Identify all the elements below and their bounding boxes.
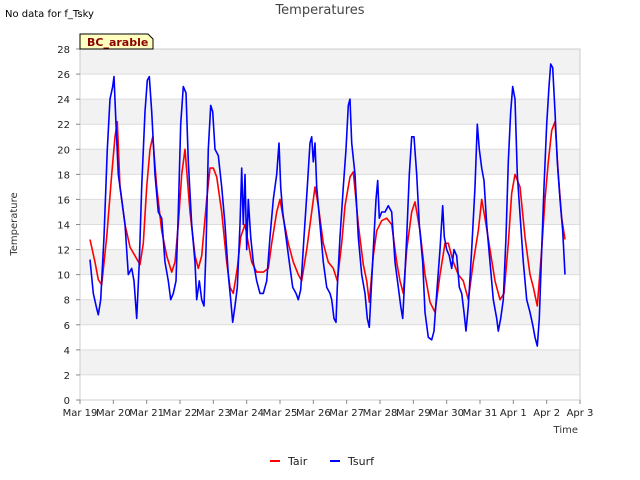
x-tick-label: Mar 20	[96, 408, 131, 419]
plot-band	[80, 249, 580, 275]
x-tick-label: Mar 31	[463, 408, 498, 419]
x-tick-label: Mar 26	[296, 408, 331, 419]
y-tick-label: 8	[64, 296, 70, 307]
x-axis-label: Time	[553, 425, 578, 436]
y-tick-label: 26	[57, 70, 70, 81]
series-lines	[89, 63, 566, 347]
y-tick-label: 14	[57, 221, 70, 232]
y-tick-label: 28	[57, 45, 70, 56]
x-tick-label: Mar 22	[163, 408, 198, 419]
series-line-tsurf	[89, 63, 566, 347]
x-tick-label: Mar 24	[229, 408, 264, 419]
x-tick-label: Mar 23	[196, 408, 231, 419]
x-tick-label: Mar 21	[129, 408, 164, 419]
y-tick-label: 2	[64, 371, 70, 382]
y-tick-label: 16	[57, 195, 70, 206]
y-axis-label: Temperature	[9, 192, 20, 256]
x-tick-label: Mar 29	[396, 408, 431, 419]
legend-label-tsurf: Tsurf	[347, 455, 375, 468]
badge-box	[79, 33, 154, 50]
x-tick-label: Apr 2	[533, 408, 560, 419]
x-tick-label: Mar 19	[63, 408, 98, 419]
y-tick-label: 22	[57, 120, 70, 131]
x-tick-label: Apr 3	[567, 408, 594, 419]
y-tick-label: 10	[57, 271, 70, 282]
x-tick-label: Mar 30	[429, 408, 464, 419]
x-tick-label: Mar 28	[363, 408, 398, 419]
x-tick-label: Mar 27	[329, 408, 364, 419]
y-tick-label: 20	[57, 145, 70, 156]
plot-band	[80, 99, 580, 125]
plot-band	[80, 299, 580, 325]
plot-band	[80, 149, 580, 175]
badge: BC_arable	[79, 33, 154, 50]
x-tick-label: Mar 25	[263, 408, 298, 419]
y-tick-label: 24	[57, 95, 70, 106]
plot-band	[80, 199, 580, 225]
y-tick-label: 0	[64, 396, 70, 407]
legend: Tair Tsurf	[270, 455, 375, 468]
x-tick-label: Apr 1	[500, 408, 527, 419]
y-tick-label: 4	[64, 346, 70, 357]
badge-label: BC_arable	[87, 36, 148, 49]
series-line-tair	[89, 120, 566, 314]
chart-title: Temperatures	[274, 3, 364, 18]
y-tick-label: 12	[57, 246, 70, 257]
plot-band	[80, 49, 580, 75]
no-data-note: No data for f_Tsky	[5, 9, 94, 20]
y-tick-label: 18	[57, 170, 70, 181]
legend-label-tair: Tair	[287, 455, 308, 468]
plot-bands	[80, 49, 580, 375]
y-tick-label: 6	[64, 321, 70, 332]
plot-band	[80, 349, 580, 375]
